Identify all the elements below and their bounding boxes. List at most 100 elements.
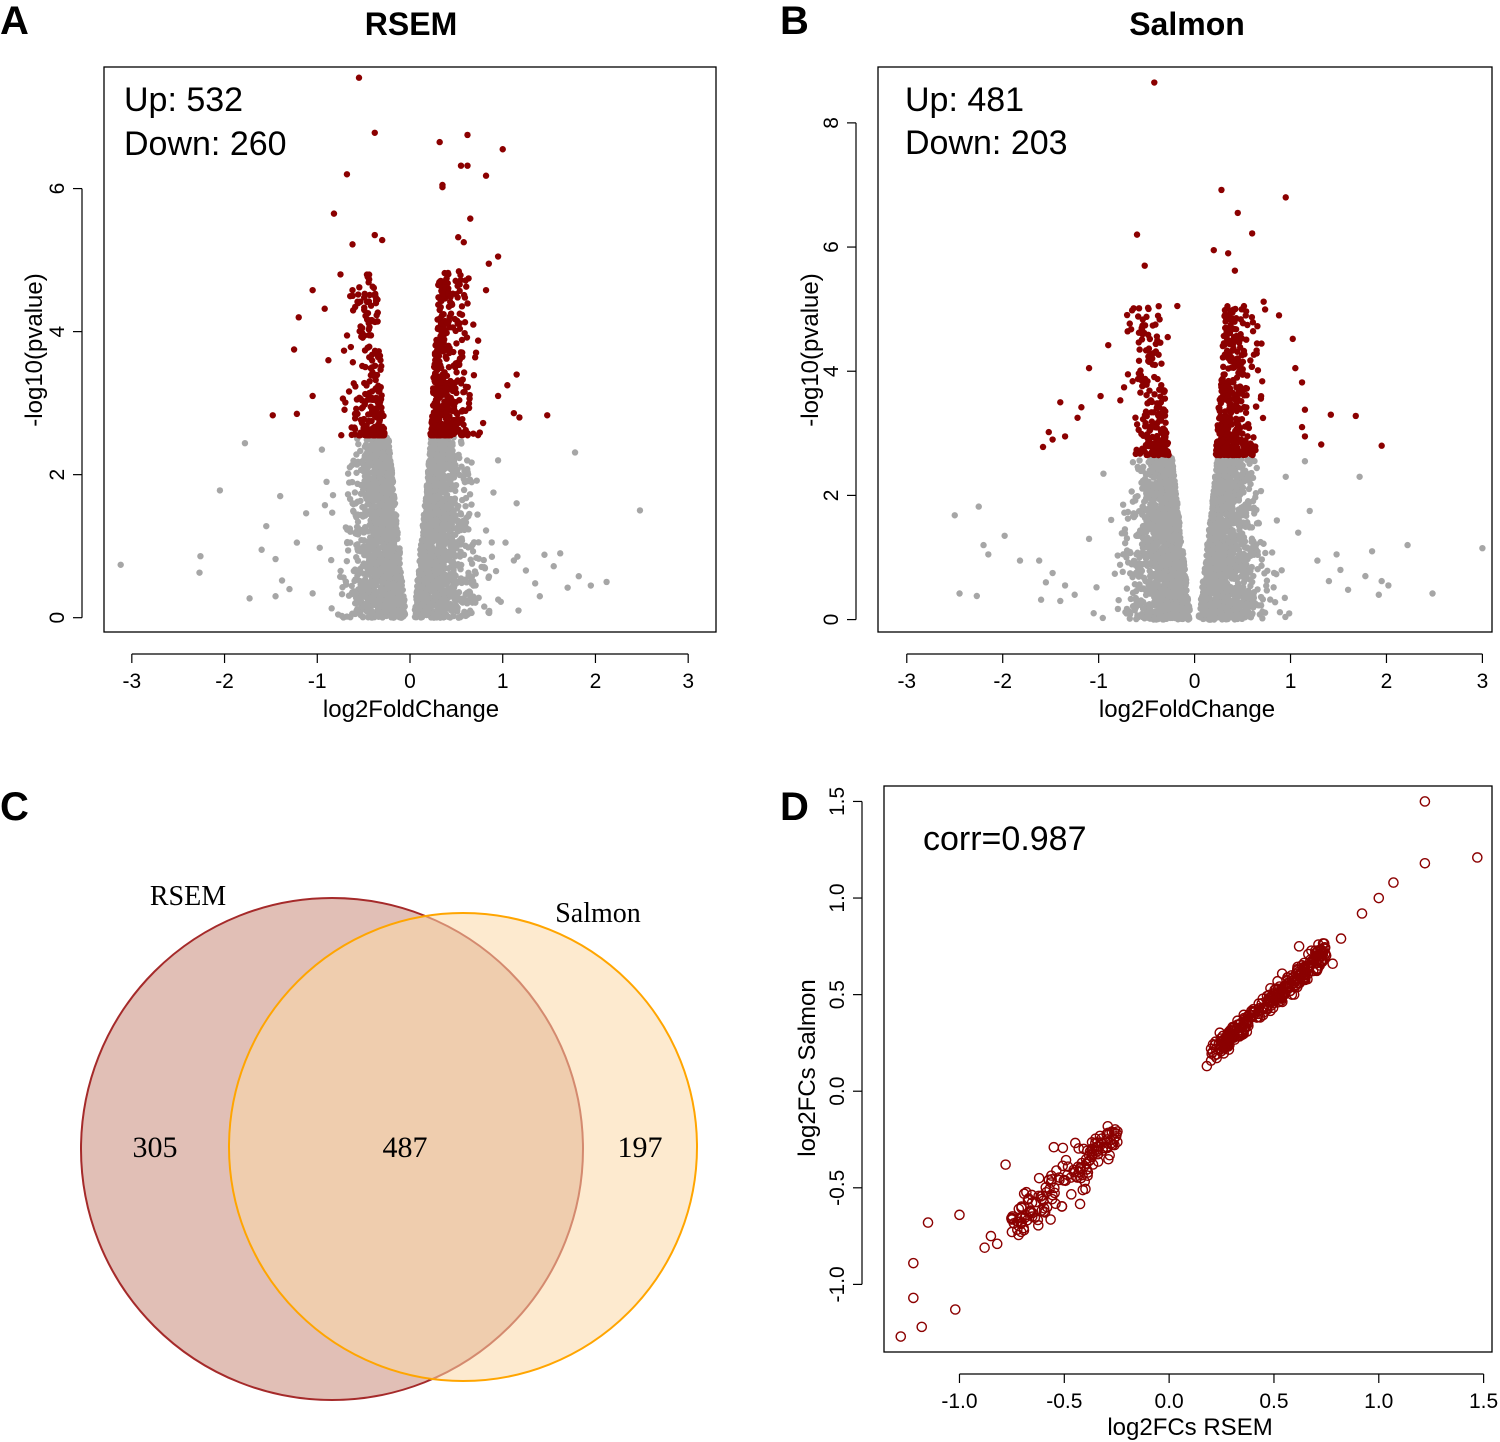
sig-point bbox=[458, 336, 466, 344]
nonsig-point bbox=[1115, 596, 1122, 604]
nonsig-point bbox=[437, 501, 445, 508]
sig-point bbox=[474, 431, 482, 439]
nonsig-point bbox=[430, 614, 438, 621]
sig-point bbox=[444, 280, 451, 287]
sig-point bbox=[442, 353, 449, 361]
panel-b-up-count: Up: 481 bbox=[905, 81, 1024, 119]
sig-point bbox=[370, 432, 377, 439]
sig-point bbox=[451, 399, 458, 406]
nonsig-point bbox=[433, 523, 440, 530]
sig-point bbox=[343, 332, 351, 339]
nonsig-point bbox=[374, 612, 382, 620]
sig-point bbox=[434, 316, 441, 323]
nonsig-point bbox=[380, 502, 387, 509]
nonsig-point bbox=[1278, 567, 1285, 574]
nonsig-point bbox=[438, 441, 445, 448]
nonsig-point bbox=[435, 566, 442, 573]
nonsig-point bbox=[361, 464, 368, 471]
x-tick-label: 0 bbox=[404, 670, 416, 693]
nonsig-point bbox=[557, 550, 564, 557]
nonsig-point bbox=[379, 449, 386, 457]
panel-a: A RSEM Up: 532 Down: 260 -3 -2 -1 0 1 2 3 0246… bbox=[0, 0, 717, 723]
sig-point bbox=[461, 294, 469, 301]
nonsig-point bbox=[1257, 602, 1265, 609]
nonsig-point bbox=[345, 592, 353, 599]
sig-point bbox=[464, 162, 471, 169]
nonsig-point bbox=[417, 551, 424, 558]
sig-point bbox=[445, 303, 453, 310]
nonsig-point bbox=[348, 461, 356, 469]
nonsig-point bbox=[1107, 516, 1115, 524]
nonsig-point bbox=[437, 614, 444, 621]
nonsig-point bbox=[425, 538, 432, 545]
nonsig-point bbox=[367, 611, 374, 618]
nonsig-point bbox=[380, 481, 388, 489]
nonsig-point bbox=[353, 469, 360, 476]
nonsig-point bbox=[354, 557, 362, 564]
nonsig-point bbox=[432, 533, 439, 540]
sig-point bbox=[513, 371, 520, 378]
nonsig-point bbox=[365, 583, 372, 591]
nonsig-point bbox=[394, 573, 402, 580]
y-tick-label: 6 bbox=[820, 241, 843, 253]
sig-point bbox=[368, 364, 376, 371]
x-tick-label: -2 bbox=[215, 670, 234, 693]
sig-point bbox=[439, 183, 446, 191]
sig-point bbox=[374, 353, 382, 361]
sig-point bbox=[510, 409, 518, 417]
nonsig-point bbox=[374, 598, 381, 605]
nonsig-point bbox=[373, 520, 380, 527]
panel-b: B Salmon Up: 481 Down: 203 -3 -2 -1 0 1 2 3 02… bbox=[780, 0, 1493, 723]
nonsig-point bbox=[1281, 594, 1289, 602]
nonsig-point bbox=[478, 563, 485, 571]
sig-point bbox=[348, 431, 355, 439]
nonsig-point bbox=[473, 477, 480, 484]
nonsig-point bbox=[417, 566, 424, 574]
nonsig-point bbox=[197, 552, 204, 560]
sig-point bbox=[461, 319, 469, 326]
nonsig-point bbox=[450, 469, 457, 476]
sig-point bbox=[460, 389, 467, 396]
nonsig-point bbox=[1253, 464, 1260, 472]
nonsig-point bbox=[328, 605, 335, 612]
sig-point bbox=[342, 399, 349, 406]
nonsig-point bbox=[375, 559, 383, 566]
sig-point bbox=[453, 425, 460, 433]
sig-point bbox=[368, 417, 375, 425]
nonsig-point bbox=[443, 514, 450, 521]
nonsig-point bbox=[385, 437, 392, 445]
nonsig-point bbox=[431, 487, 439, 494]
nonsig-point bbox=[485, 609, 493, 617]
sig-point bbox=[347, 343, 355, 351]
nonsig-point bbox=[355, 595, 362, 603]
nonsig-point bbox=[452, 531, 459, 538]
nonsig-point bbox=[384, 592, 391, 599]
sig-point bbox=[455, 268, 463, 275]
nonsig-point bbox=[340, 614, 347, 621]
sig-point bbox=[377, 432, 385, 439]
sig-point bbox=[444, 392, 451, 400]
nonsig-point bbox=[396, 580, 404, 587]
nonsig-point bbox=[419, 536, 427, 543]
sig-point bbox=[440, 411, 448, 419]
nonsig-point bbox=[353, 541, 360, 549]
nonsig-point bbox=[1118, 530, 1125, 537]
nonsig-point bbox=[1276, 609, 1284, 616]
nonsig-point bbox=[309, 590, 316, 597]
nonsig-point bbox=[388, 540, 395, 547]
nonsig-point bbox=[389, 519, 396, 526]
panel-b-y-label: -log10(pvalue) bbox=[797, 273, 824, 426]
sig-point bbox=[361, 304, 368, 311]
sig-point bbox=[370, 284, 378, 292]
sig-point bbox=[441, 432, 448, 439]
nonsig-point bbox=[465, 572, 472, 579]
sig-point bbox=[443, 399, 451, 406]
sig-point bbox=[463, 283, 470, 290]
sig-point bbox=[474, 337, 482, 344]
nonsig-point bbox=[347, 613, 354, 621]
nonsig-point bbox=[497, 598, 504, 605]
x-tick-label: 0 bbox=[1189, 670, 1201, 693]
sig-point bbox=[437, 379, 444, 386]
nonsig-point bbox=[449, 539, 456, 547]
